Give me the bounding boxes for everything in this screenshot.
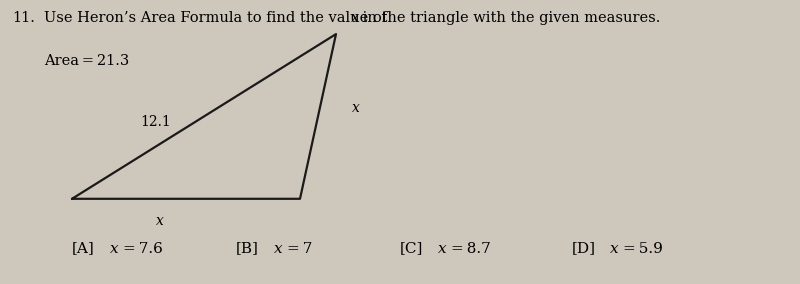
Text: x: x <box>438 242 446 256</box>
Text: [C]: [C] <box>400 242 423 256</box>
Text: in the triangle with the given measures.: in the triangle with the given measures. <box>358 11 661 25</box>
Text: 12.1: 12.1 <box>141 115 171 129</box>
Text: = 7.6: = 7.6 <box>120 242 163 256</box>
Text: x: x <box>610 242 618 256</box>
Text: x: x <box>351 11 359 25</box>
Text: x: x <box>110 242 118 256</box>
Text: [B]: [B] <box>236 242 259 256</box>
Text: Area = 21.3: Area = 21.3 <box>44 54 130 68</box>
Text: [D]: [D] <box>572 242 596 256</box>
Text: 11.: 11. <box>12 11 35 25</box>
Text: = 7: = 7 <box>284 242 312 256</box>
Text: = 8.7: = 8.7 <box>448 242 490 256</box>
Text: x: x <box>156 214 164 228</box>
Text: x: x <box>352 101 360 115</box>
Text: Use Heron’s Area Formula to find the value of: Use Heron’s Area Formula to find the val… <box>44 11 392 25</box>
Text: x: x <box>274 242 282 256</box>
Text: = 5.9: = 5.9 <box>620 242 663 256</box>
Text: [A]: [A] <box>72 242 94 256</box>
